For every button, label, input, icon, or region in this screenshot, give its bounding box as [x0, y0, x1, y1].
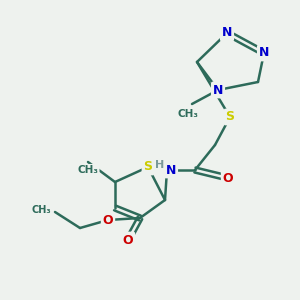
Text: CH₃: CH₃ [77, 165, 98, 175]
Text: CH₃: CH₃ [178, 109, 199, 119]
Text: N: N [259, 46, 269, 59]
Text: O: O [103, 214, 113, 226]
Text: N: N [213, 83, 223, 97]
Text: O: O [223, 172, 233, 184]
Text: N: N [166, 164, 176, 176]
Text: N: N [222, 26, 232, 40]
Text: S: S [226, 110, 235, 124]
Text: O: O [123, 233, 133, 247]
Text: CH₃: CH₃ [32, 205, 51, 215]
Text: S: S [143, 160, 152, 173]
Text: H: H [155, 160, 165, 170]
